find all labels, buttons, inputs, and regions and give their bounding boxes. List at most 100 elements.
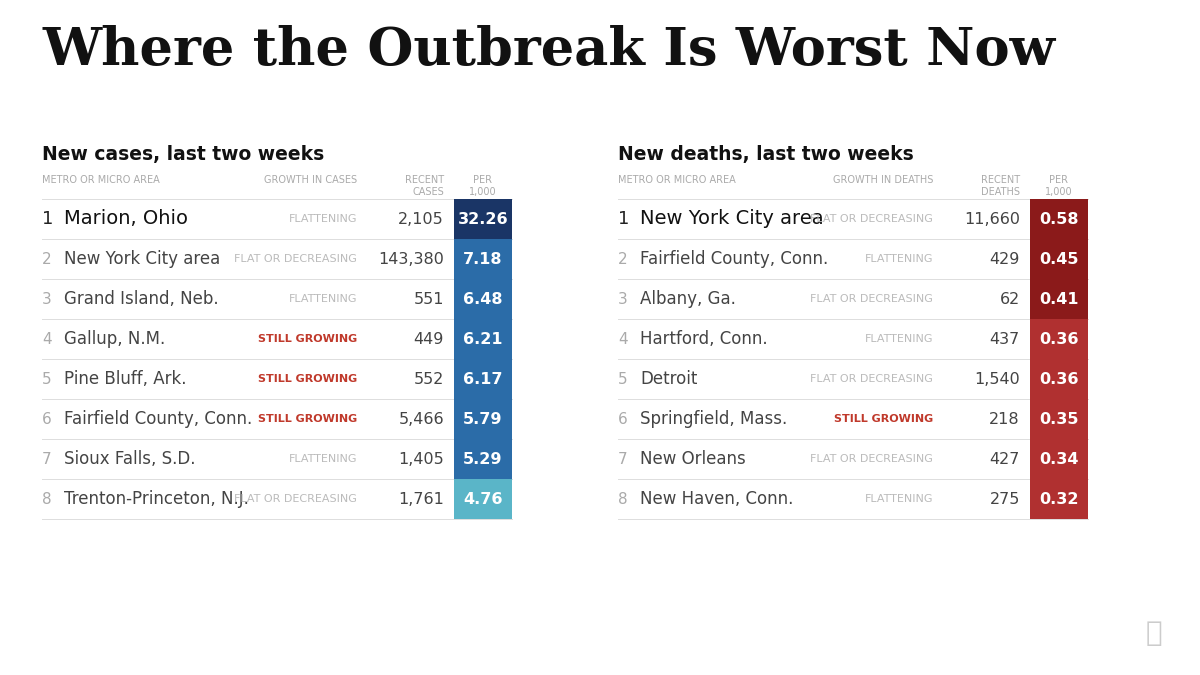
Text: New York City area: New York City area (64, 250, 221, 268)
FancyBboxPatch shape (1030, 479, 1088, 519)
Text: STILL GROWING: STILL GROWING (834, 414, 934, 424)
Text: 4: 4 (42, 331, 52, 346)
Text: New deaths, last two weeks: New deaths, last two weeks (618, 145, 913, 164)
Text: 218: 218 (989, 412, 1020, 427)
Text: 6.48: 6.48 (463, 292, 503, 306)
Text: 3: 3 (618, 292, 628, 306)
Text: 62: 62 (1000, 292, 1020, 306)
Text: Detroit: Detroit (640, 370, 697, 388)
FancyBboxPatch shape (454, 199, 512, 239)
FancyBboxPatch shape (454, 319, 512, 359)
Text: 7: 7 (42, 452, 52, 466)
Text: STILL GROWING: STILL GROWING (258, 374, 358, 384)
Text: 551: 551 (414, 292, 444, 306)
Text: 0.36: 0.36 (1039, 331, 1079, 346)
Text: Pine Bluff, Ark.: Pine Bluff, Ark. (64, 370, 186, 388)
FancyBboxPatch shape (454, 239, 512, 279)
Text: New Orleans: New Orleans (640, 450, 745, 468)
Text: PER
1,000: PER 1,000 (1045, 175, 1073, 196)
Text: 4: 4 (618, 331, 628, 346)
Text: FLATTENING: FLATTENING (288, 214, 358, 224)
Text: 7.18: 7.18 (463, 252, 503, 267)
Text: STILL GROWING: STILL GROWING (258, 414, 358, 424)
Text: Fairfield County, Conn.: Fairfield County, Conn. (64, 410, 252, 428)
Text: 0.35: 0.35 (1039, 412, 1079, 427)
Text: 3: 3 (42, 292, 52, 306)
Text: 0.45: 0.45 (1039, 252, 1079, 267)
Text: Hartford, Conn.: Hartford, Conn. (640, 330, 768, 348)
Text: 0.32: 0.32 (1039, 491, 1079, 506)
Text: FLAT OR DECREASING: FLAT OR DECREASING (810, 294, 934, 304)
Text: GROWTH IN DEATHS: GROWTH IN DEATHS (833, 175, 934, 185)
Text: Grand Island, Neb.: Grand Island, Neb. (64, 290, 218, 308)
Text: 1,540: 1,540 (974, 371, 1020, 387)
Text: 4.76: 4.76 (463, 491, 503, 506)
Text: FLAT OR DECREASING: FLAT OR DECREASING (810, 374, 934, 384)
Text: 437: 437 (990, 331, 1020, 346)
Text: FLAT OR DECREASING: FLAT OR DECREASING (810, 214, 934, 224)
Text: 1,761: 1,761 (398, 491, 444, 506)
Text: 5: 5 (42, 371, 52, 387)
Text: 7: 7 (618, 452, 628, 466)
FancyBboxPatch shape (454, 359, 512, 399)
Text: 1: 1 (618, 210, 629, 228)
Text: Marion, Ohio: Marion, Ohio (64, 209, 188, 229)
Text: 2,105: 2,105 (398, 211, 444, 227)
Text: New York City area: New York City area (640, 209, 823, 229)
Text: 0.34: 0.34 (1039, 452, 1079, 466)
Text: 429: 429 (990, 252, 1020, 267)
Text: Sioux Falls, S.D.: Sioux Falls, S.D. (64, 450, 196, 468)
Text: STILL GROWING: STILL GROWING (258, 334, 358, 344)
Text: 11,660: 11,660 (964, 211, 1020, 227)
Text: 6: 6 (618, 412, 628, 427)
Text: FLATTENING: FLATTENING (864, 334, 934, 344)
Text: 2: 2 (42, 252, 52, 267)
Text: METRO OR MICRO AREA: METRO OR MICRO AREA (618, 175, 736, 185)
Text: 0.58: 0.58 (1039, 211, 1079, 227)
Text: 5.79: 5.79 (463, 412, 503, 427)
Text: 0.36: 0.36 (1039, 371, 1079, 387)
FancyBboxPatch shape (454, 479, 512, 519)
Text: FLATTENING: FLATTENING (864, 494, 934, 504)
Text: Ⓣ: Ⓣ (1145, 620, 1162, 647)
Text: FLAT OR DECREASING: FLAT OR DECREASING (810, 454, 934, 464)
FancyBboxPatch shape (1030, 319, 1088, 359)
Text: FLAT OR DECREASING: FLAT OR DECREASING (234, 254, 358, 264)
Text: 5: 5 (618, 371, 628, 387)
Text: New Haven, Conn.: New Haven, Conn. (640, 490, 793, 508)
FancyBboxPatch shape (1030, 439, 1088, 479)
Text: GROWTH IN CASES: GROWTH IN CASES (264, 175, 358, 185)
FancyBboxPatch shape (1030, 279, 1088, 319)
Text: 8: 8 (618, 491, 628, 506)
Text: Gallup, N.M.: Gallup, N.M. (64, 330, 166, 348)
Text: 552: 552 (414, 371, 444, 387)
Text: Trenton-Princeton, N.J.: Trenton-Princeton, N.J. (64, 490, 248, 508)
Text: New cases, last two weeks: New cases, last two weeks (42, 145, 324, 164)
Text: Fairfield County, Conn.: Fairfield County, Conn. (640, 250, 828, 268)
Text: METRO OR MICRO AREA: METRO OR MICRO AREA (42, 175, 160, 185)
Text: 0.41: 0.41 (1039, 292, 1079, 306)
Text: 1: 1 (42, 210, 53, 228)
Text: RECENT
DEATHS: RECENT DEATHS (980, 175, 1020, 196)
Text: RECENT
CASES: RECENT CASES (404, 175, 444, 196)
Text: 2: 2 (618, 252, 628, 267)
Text: Where the Outbreak Is Worst Now: Where the Outbreak Is Worst Now (42, 25, 1055, 76)
FancyBboxPatch shape (1030, 239, 1088, 279)
Text: 1,405: 1,405 (398, 452, 444, 466)
FancyBboxPatch shape (454, 399, 512, 439)
Text: Springfield, Mass.: Springfield, Mass. (640, 410, 787, 428)
FancyBboxPatch shape (1030, 399, 1088, 439)
Text: 143,380: 143,380 (378, 252, 444, 267)
FancyBboxPatch shape (1030, 199, 1088, 239)
Text: 32.26: 32.26 (457, 211, 509, 227)
Text: 427: 427 (990, 452, 1020, 466)
Text: 6: 6 (42, 412, 52, 427)
Text: 6.17: 6.17 (463, 371, 503, 387)
Text: Albany, Ga.: Albany, Ga. (640, 290, 736, 308)
Text: 275: 275 (990, 491, 1020, 506)
Text: FLAT OR DECREASING: FLAT OR DECREASING (234, 494, 358, 504)
FancyBboxPatch shape (454, 279, 512, 319)
Text: 6.21: 6.21 (463, 331, 503, 346)
Text: 5,466: 5,466 (398, 412, 444, 427)
FancyBboxPatch shape (454, 439, 512, 479)
